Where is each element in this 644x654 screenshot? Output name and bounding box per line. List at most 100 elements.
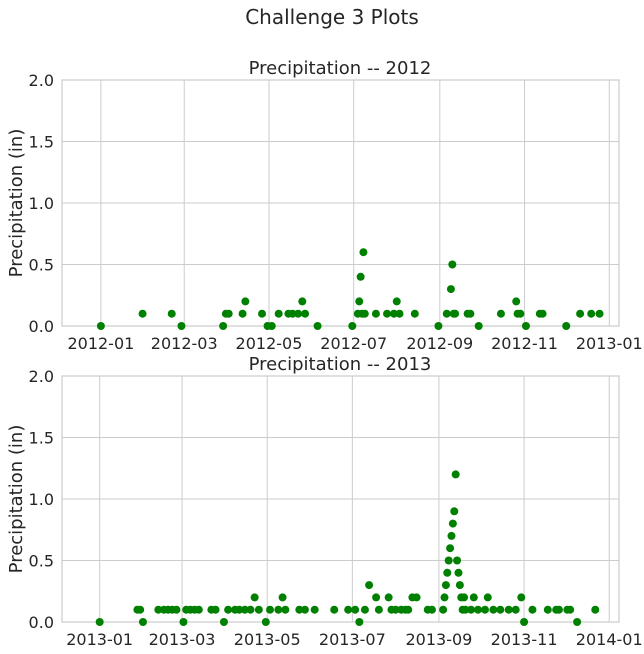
data-point	[504, 605, 513, 614]
data-point	[360, 605, 369, 614]
data-point	[410, 309, 419, 318]
x-tick-label: 2013-03	[149, 630, 216, 649]
y-axis-label-2013: Precipitation (in)	[6, 425, 27, 574]
data-point	[238, 309, 247, 318]
data-point	[294, 309, 303, 318]
data-point	[344, 605, 353, 614]
data-point	[448, 260, 457, 269]
data-point	[573, 618, 582, 626]
data-point	[591, 605, 600, 614]
y-axis-label-2012: Precipitation (in)	[6, 129, 27, 278]
data-point	[300, 605, 309, 614]
data-point	[274, 605, 283, 614]
data-point	[443, 568, 452, 577]
data-point	[274, 309, 283, 318]
data-point	[434, 322, 443, 330]
data-point	[258, 309, 267, 318]
plot-title-2012: Precipitation -- 2012	[249, 58, 432, 79]
data-points-2013	[95, 470, 600, 626]
x-tick-label: 2012-09	[406, 334, 473, 353]
x-tick-label: 2014-01	[576, 630, 643, 649]
data-point	[480, 605, 489, 614]
data-point	[543, 605, 552, 614]
data-point	[298, 297, 307, 306]
data-points-2012	[96, 248, 604, 330]
x-tick-label: 2013-01	[66, 630, 133, 649]
y-tick-label: 0.0	[29, 317, 54, 336]
data-point	[261, 618, 270, 626]
x-tick-labels-2012: 2012-01 2012-03 2012-05 2012-07 2012-09 2012-…	[67, 334, 642, 353]
data-point	[450, 507, 459, 516]
y-tick-label: 1.5	[29, 133, 54, 152]
gridlines-2012	[62, 79, 619, 327]
x-tick-labels-2013: 2013-01 2013-03 2013-05 2013-07 2013-09 2013-…	[66, 630, 642, 649]
data-point	[517, 593, 526, 602]
data-point	[167, 309, 176, 318]
y-tick-labels-2013: 0.0 0.5 1.0 1.5 2.0	[29, 367, 54, 632]
data-point	[441, 581, 450, 590]
subplot-2013: Precipitation -- 2013 Precipitation (in)…	[6, 354, 643, 649]
data-point	[466, 309, 475, 318]
data-point	[528, 605, 537, 614]
y-tick-label: 0.0	[29, 613, 54, 632]
data-point	[219, 618, 228, 626]
data-point	[211, 605, 220, 614]
x-tick-label: 2013-07	[319, 630, 386, 649]
data-point	[224, 309, 233, 318]
data-point	[383, 309, 392, 318]
data-point	[138, 618, 147, 626]
data-point	[587, 309, 596, 318]
data-point	[384, 593, 393, 602]
figure-suptitle: Challenge 3 Plots	[245, 5, 419, 29]
data-point	[427, 605, 436, 614]
data-point	[295, 605, 304, 614]
data-point	[374, 605, 383, 614]
x-tick-label: 2013-01	[576, 334, 643, 353]
data-point	[455, 581, 464, 590]
data-point	[96, 322, 105, 330]
data-point	[219, 322, 228, 330]
data-point	[496, 605, 505, 614]
data-point	[240, 605, 249, 614]
data-point	[448, 519, 457, 528]
data-point	[136, 605, 145, 614]
data-point	[474, 322, 483, 330]
data-point	[538, 309, 547, 318]
data-point	[521, 322, 530, 330]
data-point	[516, 309, 525, 318]
data-point	[562, 322, 571, 330]
y-tick-label: 2.0	[29, 367, 54, 386]
data-point	[389, 309, 398, 318]
data-point	[360, 309, 369, 318]
y-tick-label: 1.0	[29, 194, 54, 213]
x-tick-label: 2012-03	[151, 334, 218, 353]
data-point	[330, 605, 339, 614]
data-point	[512, 297, 521, 306]
y-tick-labels-2012: 0.0 0.5 1.0 1.5 2.0	[29, 71, 54, 336]
plot-title-2013: Precipitation -- 2013	[249, 354, 432, 375]
data-point	[554, 605, 563, 614]
data-point	[467, 605, 476, 614]
data-point	[371, 309, 380, 318]
data-point	[351, 605, 360, 614]
data-point	[177, 322, 186, 330]
data-point	[355, 297, 364, 306]
data-point	[241, 297, 250, 306]
data-point	[451, 470, 460, 479]
data-point	[511, 605, 520, 614]
data-point	[496, 309, 505, 318]
data-point	[359, 248, 368, 257]
data-point	[404, 605, 413, 614]
data-point	[250, 593, 259, 602]
data-point	[355, 618, 364, 626]
data-point	[447, 531, 456, 540]
x-tick-label: 2013-09	[405, 630, 472, 649]
data-point	[439, 605, 448, 614]
data-point	[154, 605, 163, 614]
plot-frame-2012	[61, 79, 620, 327]
data-point	[442, 309, 451, 318]
data-point	[412, 593, 421, 602]
data-point	[254, 605, 263, 614]
data-point	[461, 605, 470, 614]
